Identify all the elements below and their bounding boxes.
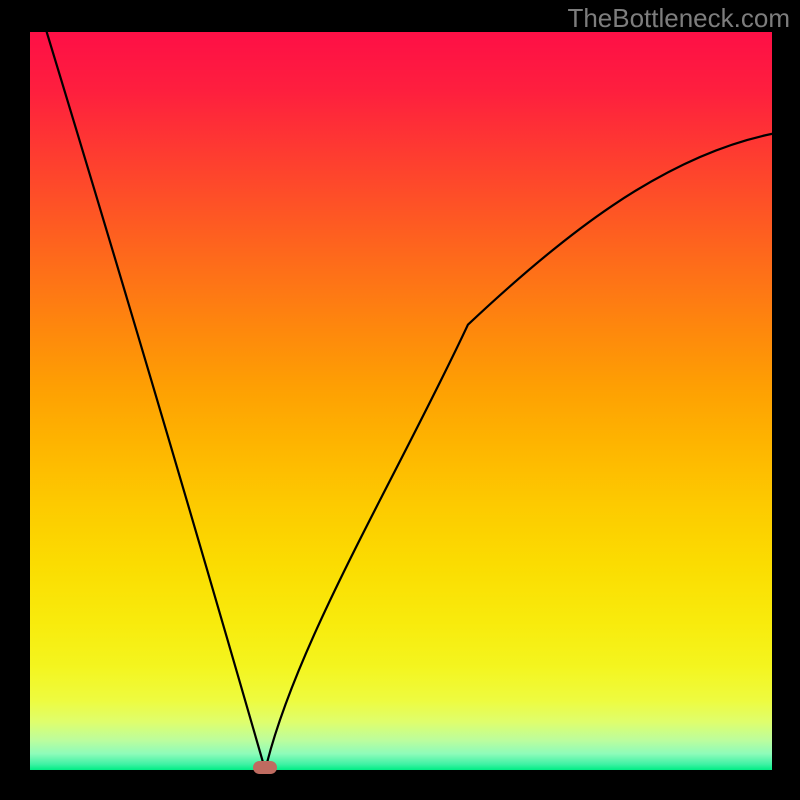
gradient-background [30, 32, 772, 770]
bottleneck-chart [30, 32, 772, 770]
watermark-text: TheBottleneck.com [567, 3, 790, 34]
optimal-point-marker [253, 761, 277, 774]
